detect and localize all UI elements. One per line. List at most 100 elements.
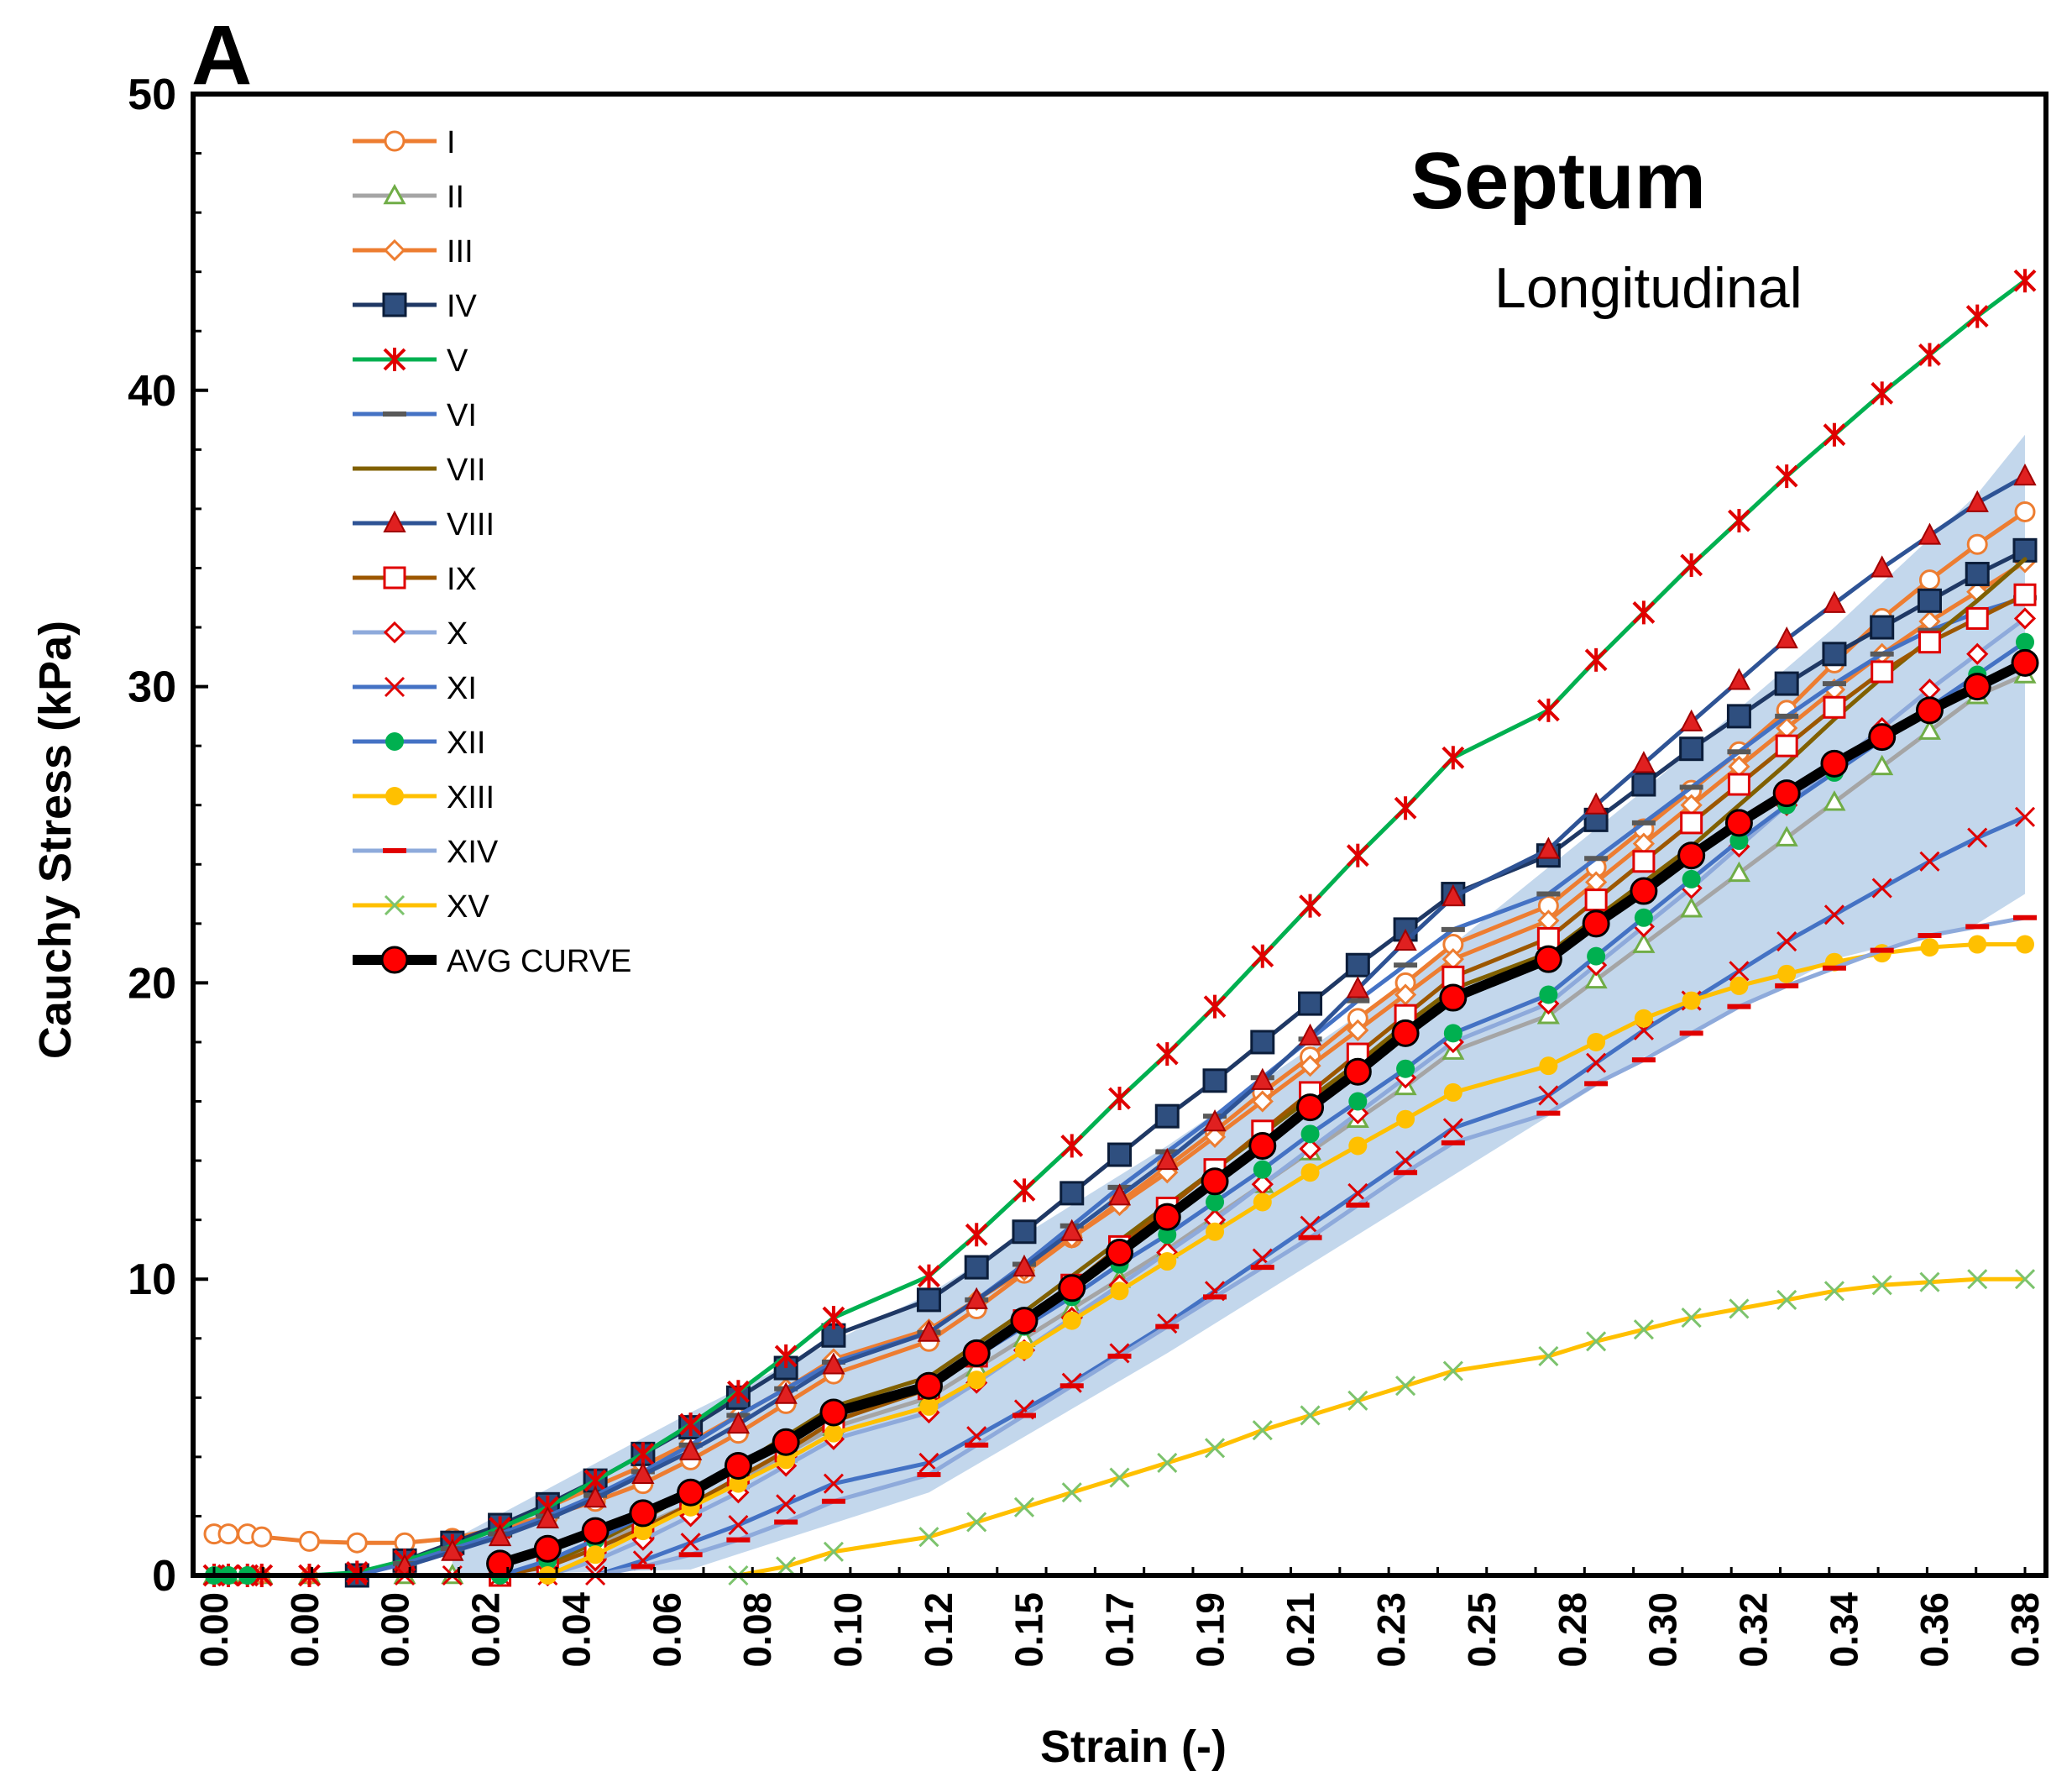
marker-stroke [1967,827,1988,848]
data-point [217,1523,239,1545]
data-point [1584,888,1608,912]
data-point [724,1451,752,1480]
data-point [1633,1319,1654,1340]
marker-stroke [680,1533,701,1554]
data-point [583,1486,607,1508]
data-point [1201,1167,1229,1196]
legend-item: XV [353,889,489,925]
data-point [1631,772,1656,797]
y-tick-label: 20 [128,959,176,1008]
data-point [533,1534,562,1563]
marker-stroke [918,1452,939,1473]
data-point [1347,1390,1368,1411]
data-point [1443,1082,1462,1102]
data-point [1394,928,1417,951]
marker-stroke [1776,1289,1797,1310]
marker-stroke [2014,806,2036,827]
legend-item: V [353,343,468,379]
data-point [384,130,406,152]
data-point [1396,1059,1415,1078]
data-point [1682,869,1701,888]
legend-item: VI [353,398,477,433]
legend-item: X [353,616,468,652]
data-point [1251,1090,1274,1113]
data-point [488,1523,512,1547]
y-axis: 0 10 20 30 40 50 [128,71,208,1601]
data-point [965,1223,988,1247]
data-point [1919,851,1940,872]
data-point [1775,734,1798,757]
series-viii [393,463,2037,1576]
data-point [1775,626,1798,649]
data-point [1538,1345,1559,1366]
data-point [1300,1124,1320,1144]
legend-label: XI [447,671,477,706]
marker-stroke [1395,1150,1416,1171]
data-point [962,1339,991,1367]
data-point [1106,1238,1133,1266]
legend-label: X [447,616,468,652]
chart-title: Septum [1410,136,1706,226]
data-point [1634,908,1653,927]
series-layer [202,269,2039,1588]
data-point [2013,269,2037,293]
std-band-layer [452,434,2025,1575]
y-tick-label: 40 [128,367,176,416]
y-axis-label: Cauchy Stress (kPa) [30,621,81,1059]
data-point [346,1532,368,1554]
data-point [1871,660,1894,684]
data-point [1772,779,1801,808]
marker-stroke [1681,1308,1702,1329]
data-point [1250,1030,1275,1055]
data-point [1060,1181,1085,1206]
data-point [680,1533,701,1554]
data-point [1729,961,1750,982]
data-point [1206,1222,1225,1241]
data-point [776,1556,797,1577]
x-tick-label: 0.21 [1279,1592,1322,1668]
data-point [1442,1360,1463,1381]
legend-label: IV [447,289,478,324]
legend-item: IX [353,562,477,597]
legend-item: I [353,125,456,160]
data-point [1299,1055,1321,1077]
data-point [1680,811,1703,835]
data-point [2013,583,2037,606]
y-tick-label: 30 [128,663,176,712]
std-band [452,434,2025,1575]
data-point [1014,1340,1033,1360]
data-point [1158,1225,1177,1245]
data-point [1775,825,1798,846]
data-point [1343,1057,1372,1086]
data-point [380,946,409,974]
legend-label: VI [447,398,477,433]
data-point [1918,631,1941,654]
marker-stroke [1586,1052,1607,1073]
data-point [2014,501,2036,522]
y-tick-label: 0 [152,1552,176,1601]
data-point [1823,1281,1845,1302]
data-point [1967,827,1988,848]
data-point [1299,894,1321,918]
data-point [383,238,406,262]
data-point [1823,790,1846,811]
data-point [1774,671,1799,696]
marker-stroke [918,1527,939,1548]
marker-stroke [823,1541,844,1562]
x-tick-label: 0.02 [464,1592,508,1668]
marker-stroke [1729,1298,1750,1319]
x-tick-label: 0.00 [283,1592,327,1668]
data-point [1823,590,1846,613]
marker-stroke [966,1426,987,1447]
data-point [382,292,407,317]
data-point [1582,909,1610,938]
data-point [1728,509,1750,533]
marker-stroke [1586,1331,1607,1352]
data-point [586,1545,605,1564]
data-point [1346,976,1369,998]
data-point [1679,736,1704,762]
data-point [1298,1023,1322,1046]
data-point [1823,904,1845,925]
data-point [1251,1067,1274,1090]
data-point [1158,1252,1177,1271]
